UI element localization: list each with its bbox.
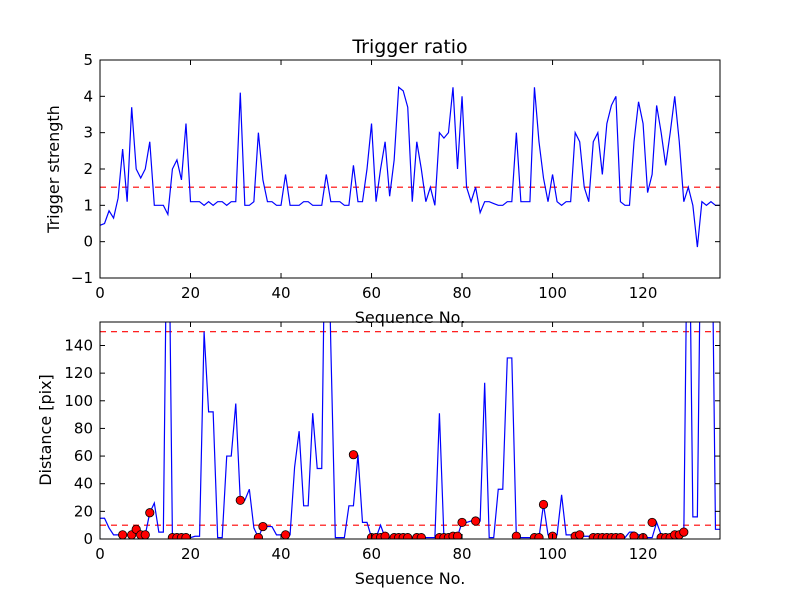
bottom-x-axis-label: Sequence No.: [355, 569, 466, 588]
x-tick-label-1-0: 0: [95, 545, 105, 563]
y-tick-label-1-0: 0: [83, 530, 93, 548]
series-line-0-0: [100, 86, 720, 248]
marker-point-1-48: [647, 517, 657, 528]
top-plot-area: [100, 86, 720, 248]
x-tick-label-1-6: 120: [629, 545, 658, 563]
marker-point-1-11: [253, 533, 263, 539]
marker-point-1-18: [380, 531, 390, 539]
y-tick-label-1-7: 140: [64, 336, 93, 354]
y-tick-label-1-2: 40: [74, 475, 93, 493]
marker-point-1-24: [416, 533, 426, 539]
marker-point-1-14: [348, 450, 359, 460]
marker-point-1-12: [258, 521, 268, 532]
distance-panel: 0 20 40 60 80 100 120 0 20 40 60 80 100 120 140 Sequen…: [36, 321, 721, 588]
bottom-plot-frame: [99, 321, 721, 540]
x-tick-label-0-1: 20: [181, 284, 200, 302]
y-tick-label-1-5: 100: [64, 392, 93, 410]
marker-point-1-10: [235, 495, 245, 505]
marker-point-1-45: [615, 533, 626, 539]
x-tick-label-0-2: 40: [271, 284, 290, 302]
y-tick-label-0-5: 4: [83, 87, 93, 105]
top-chart-title: Trigger ratio: [351, 36, 467, 58]
y-tick-label-0-0: −1: [71, 269, 93, 287]
marker-point-1-22: [403, 533, 413, 539]
marker-point-1-0: [118, 530, 128, 539]
y-tick-label-1-3: 60: [74, 447, 93, 465]
marker-point-1-5: [145, 508, 155, 518]
x-tick-label-1-2: 40: [271, 545, 290, 563]
x-tick-label-0-0: 0: [95, 284, 105, 302]
marker-point-1-30: [457, 517, 467, 528]
marker-point-1-31: [471, 516, 481, 526]
marker-point-1-35: [538, 499, 549, 510]
bottom-axis-ticks: 0 20 40 60 80 100 120 0 20 40 60 80 100 120 140: [64, 322, 720, 563]
marker-point-1-46: [629, 531, 639, 539]
x-tick-label-0-6: 120: [629, 284, 658, 302]
marker-point-1-38: [575, 530, 585, 539]
plot-content-0: [100, 86, 720, 248]
y-tick-label-0-3: 2: [83, 160, 93, 178]
marker-point-1-13: [280, 530, 291, 539]
marker-point-1-54: [679, 527, 689, 537]
y-tick-label-0-1: 0: [83, 233, 93, 251]
marker-point-1-32: [511, 531, 521, 539]
x-tick-label-0-3: 60: [362, 284, 381, 302]
bottom-plot-area: [100, 322, 720, 539]
bottom-y-axis-label: Distance [pix]: [36, 374, 55, 486]
y-tick-label-1-6: 120: [64, 364, 93, 382]
x-tick-label-1-4: 80: [452, 545, 471, 563]
x-tick-label-1-5: 100: [538, 545, 567, 563]
plot-content-1: [100, 322, 720, 539]
y-tick-label-1-4: 80: [74, 419, 93, 437]
y-tick-label-0-2: 1: [83, 196, 93, 214]
marker-point-1-34: [534, 533, 544, 539]
marker-point-1-4: [140, 530, 150, 539]
y-tick-label-0-4: 3: [83, 124, 93, 142]
x-tick-label-0-5: 100: [538, 284, 567, 302]
x-tick-label-0-4: 80: [452, 284, 471, 302]
y-tick-label-1-1: 20: [74, 502, 93, 520]
x-tick-label-1-1: 20: [181, 545, 200, 563]
y-tick-label-0-6: 5: [83, 51, 93, 69]
top-y-axis-label: Trigger strength: [44, 105, 63, 234]
x-tick-label-1-3: 60: [362, 545, 381, 563]
